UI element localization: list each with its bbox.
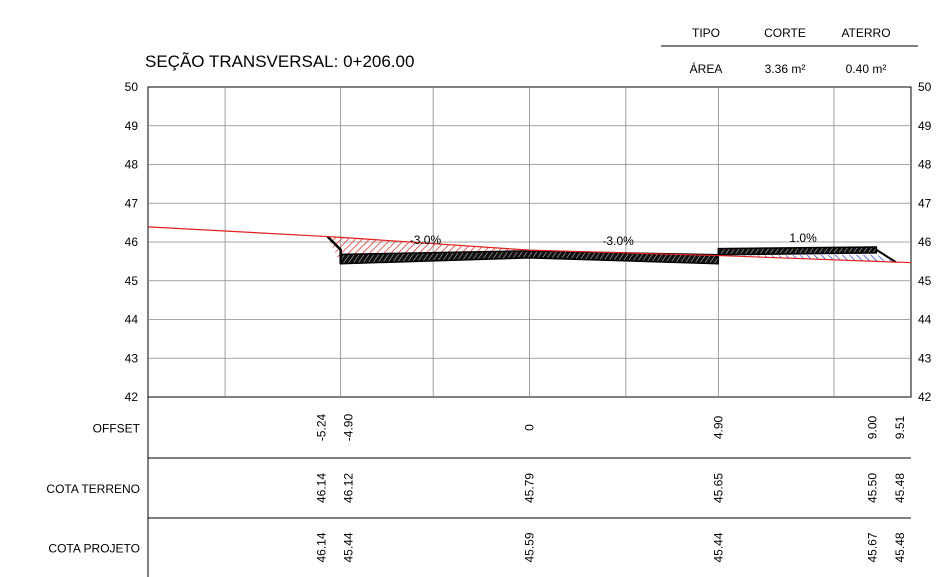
row-label: OFFSET xyxy=(93,422,141,436)
table-cell-value: 45.48 xyxy=(893,473,907,503)
table-cell-value: 4.90 xyxy=(711,415,725,439)
y-tick-label-left: 46 xyxy=(125,235,139,249)
cut-slope-line xyxy=(326,235,342,264)
y-tick-label-left: 42 xyxy=(125,390,139,404)
table-cell-value: 45.59 xyxy=(523,532,537,562)
table-cell-value: 46.12 xyxy=(342,473,356,503)
slope-label: -3.0% xyxy=(410,233,442,247)
slope-labels: -3.0% -3.0% 1.0% xyxy=(410,231,817,248)
table-cell-value: 45.44 xyxy=(711,532,725,562)
y-tick-label-right: 47 xyxy=(918,196,932,210)
y-tick-label-left: 49 xyxy=(125,119,139,133)
table-cell-value: -4.90 xyxy=(342,414,356,442)
table-cell-value: 45.65 xyxy=(711,473,725,503)
table-cell-value: 45.67 xyxy=(865,532,879,562)
table-cell-value: 9.51 xyxy=(893,415,907,439)
pavement-layer xyxy=(326,235,897,265)
area-corte-value: 3.36 m² xyxy=(765,62,806,76)
fill-slope-line xyxy=(875,248,897,263)
y-tick-label-right: 42 xyxy=(918,390,932,404)
section-title: SEÇÃO TRANSVERSAL: 0+206.00 xyxy=(145,52,414,71)
terrain-line xyxy=(147,226,912,264)
table-header-corte: CORTE xyxy=(764,26,806,40)
y-tick-label-left: 45 xyxy=(125,274,139,288)
y-tick-label-left: 48 xyxy=(125,158,139,172)
row-label: COTA TERRENO xyxy=(46,482,140,496)
terrain-polyline xyxy=(147,226,912,264)
y-tick-label-right: 49 xyxy=(918,119,932,133)
y-tick-label-right: 48 xyxy=(918,158,932,172)
table-cell-value: 45.50 xyxy=(865,473,879,503)
station-data-table: OFFSET -5.24 -4.90 0 4.90 9.00 9.51 COTA TERREN… xyxy=(46,397,911,577)
table-cell-value: 45.79 xyxy=(523,473,537,503)
table-header-aterro: ATERRO xyxy=(841,26,890,40)
table-cell-value: -5.24 xyxy=(315,414,329,442)
table-header-tipo: TIPO xyxy=(692,26,720,40)
table-cell-value: 46.14 xyxy=(315,532,329,562)
y-tick-label-left: 47 xyxy=(125,196,139,210)
y-tick-label-left: 44 xyxy=(125,313,139,327)
y-tick-label-right: 43 xyxy=(918,351,932,365)
slope-label: 1.0% xyxy=(789,231,817,245)
y-tick-label-right: 46 xyxy=(918,235,932,249)
y-tick-label-right: 45 xyxy=(918,274,932,288)
pavement-right xyxy=(717,246,878,256)
row-label: COTA PROJETO xyxy=(48,542,140,556)
table-cell-value: 45.44 xyxy=(342,532,356,562)
y-tick-label-left: 50 xyxy=(125,80,139,94)
table-row-label-area: ÁREA xyxy=(690,61,723,76)
y-tick-label-right: 44 xyxy=(918,313,932,327)
y-tick-label-right: 50 xyxy=(918,80,932,94)
table-cell-value: 0 xyxy=(523,424,537,431)
plot-grid xyxy=(147,86,912,398)
table-cell-value: 9.00 xyxy=(865,415,879,439)
y-tick-label-left: 43 xyxy=(125,351,139,365)
area-aterro-value: 0.40 m² xyxy=(846,62,887,76)
table-cell-value: 45.48 xyxy=(893,532,907,562)
table-cell-value: 46.14 xyxy=(315,473,329,503)
y-axis-ticks: 50 50 49 49 48 48 47 47 46 46 45 45 44 44 43 43 42 42 xyxy=(125,80,932,404)
slope-label: -3.0% xyxy=(602,234,634,248)
area-table: TIPO CORTE ATERRO ÁREA 3.36 m² 0.40 m² xyxy=(661,26,918,76)
